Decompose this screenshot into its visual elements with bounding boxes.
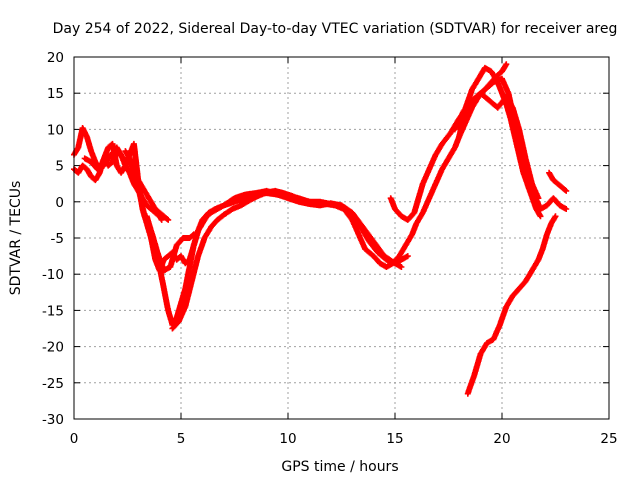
y-tick-label: 15 [47, 86, 64, 102]
data-point-markers [456, 64, 544, 220]
y-tick-label: -25 [42, 376, 64, 392]
y-tick-label: -20 [42, 340, 64, 356]
x-tick-label: 5 [177, 431, 186, 447]
y-tick-label: -10 [42, 267, 64, 283]
chart-title: Day 254 of 2022, Sidereal Day-to-day VTE… [53, 21, 618, 37]
data-point-markers [169, 187, 411, 332]
y-tick-label: 10 [47, 122, 64, 138]
y-tick-label: 0 [55, 195, 64, 211]
data-marks [71, 61, 570, 397]
series-track-8 [451, 90, 542, 202]
y-tick-label: 20 [47, 50, 64, 66]
x-tick-label: 0 [70, 431, 79, 447]
data-point-markers [546, 169, 570, 194]
series-track-10 [546, 169, 570, 194]
data-point-markers [122, 148, 197, 274]
y-tick-label: -5 [51, 231, 64, 247]
y-tick-label: -15 [42, 303, 64, 319]
y-axis-ticks: 20 15 10 5 0 -5 -10 -15 -20 -25 -30 [42, 50, 609, 428]
series-track-1 [71, 125, 165, 223]
series-track-7 [456, 64, 544, 220]
x-tick-label: 15 [386, 431, 403, 447]
series-track-5 [169, 187, 411, 332]
y-axis-label: SDTVAR / TECUs [8, 181, 24, 296]
series-track-9 [464, 213, 559, 397]
data-point-markers [143, 61, 510, 328]
y-tick-label: 5 [55, 159, 64, 175]
data-point-markers [451, 90, 542, 202]
series-track-4 [143, 61, 510, 328]
plot-frame [73, 56, 610, 420]
x-tick-label: 20 [493, 431, 510, 447]
x-tick-label: 10 [279, 431, 296, 447]
data-point-markers [71, 125, 165, 223]
series-track-11 [122, 148, 197, 274]
x-axis-label: GPS time / hours [281, 459, 398, 475]
data-point-markers [464, 213, 559, 397]
y-tick-label: -30 [42, 412, 64, 428]
x-tick-label: 25 [600, 431, 617, 447]
